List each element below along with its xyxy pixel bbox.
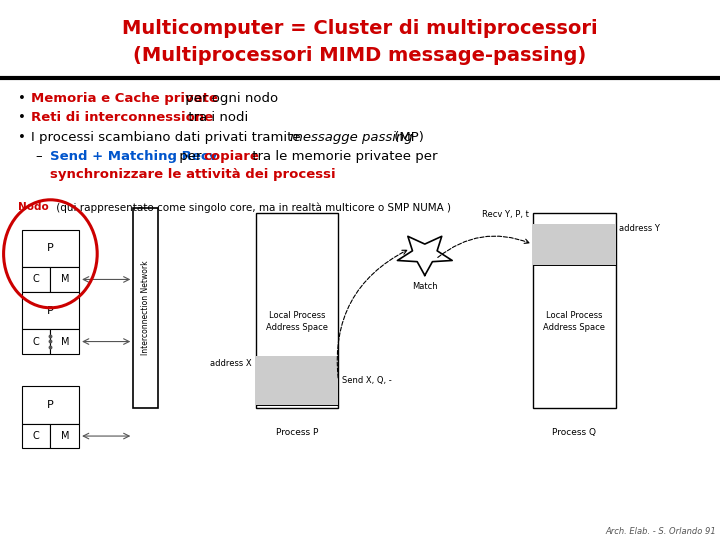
Bar xyxy=(22,329,50,354)
Bar xyxy=(50,267,79,292)
Text: per ogni nodo: per ogni nodo xyxy=(181,92,278,105)
Bar xyxy=(22,230,79,267)
Bar xyxy=(22,424,50,448)
Text: Send X, Q, -: Send X, Q, - xyxy=(342,376,392,385)
FancyArrowPatch shape xyxy=(438,236,529,258)
Text: (qui rappresentato come singolo core, ma in realtà multicore o SMP NUMA ): (qui rappresentato come singolo core, ma… xyxy=(53,202,451,213)
Text: Local Process
Address Space: Local Process Address Space xyxy=(543,311,606,332)
Bar xyxy=(22,267,50,292)
Bar xyxy=(256,356,338,405)
Text: Multicomputer = Cluster di multiprocessori: Multicomputer = Cluster di multiprocesso… xyxy=(122,19,598,38)
Text: P: P xyxy=(47,400,54,410)
Text: •: • xyxy=(18,131,35,144)
Text: M: M xyxy=(60,274,69,285)
Text: address Y: address Y xyxy=(619,224,660,233)
Text: tra i nodi: tra i nodi xyxy=(184,111,248,124)
Bar xyxy=(533,213,616,408)
Text: C: C xyxy=(32,336,40,347)
Text: Reti di interconnessione: Reti di interconnessione xyxy=(31,111,213,124)
Text: M: M xyxy=(60,431,69,441)
Text: (MP): (MP) xyxy=(390,131,423,144)
Text: address X: address X xyxy=(210,359,252,368)
Text: Interconnection Network: Interconnection Network xyxy=(141,260,150,355)
Bar xyxy=(50,329,79,354)
Text: messagge passing: messagge passing xyxy=(290,131,413,144)
Bar xyxy=(50,424,79,448)
Text: C: C xyxy=(32,431,40,441)
Text: Arch. Elab. - S. Orlando 91: Arch. Elab. - S. Orlando 91 xyxy=(606,526,716,536)
Bar xyxy=(533,224,616,265)
Text: •: • xyxy=(18,111,35,124)
Bar xyxy=(22,386,79,424)
Text: C: C xyxy=(32,274,40,285)
Text: –: – xyxy=(36,150,47,163)
Text: M: M xyxy=(60,336,69,347)
Text: Match: Match xyxy=(412,282,438,291)
Bar xyxy=(256,213,338,408)
Text: per: per xyxy=(175,150,206,163)
Text: (Multiprocessori MIMD message-passing): (Multiprocessori MIMD message-passing) xyxy=(133,46,587,65)
Text: Memoria e Cache private: Memoria e Cache private xyxy=(31,92,218,105)
Text: copiare: copiare xyxy=(204,150,260,163)
Text: Nodo: Nodo xyxy=(18,202,49,213)
Text: Send + Matching Recv: Send + Matching Recv xyxy=(50,150,217,163)
Text: Process P: Process P xyxy=(276,428,318,437)
Text: Local Process
Address Space: Local Process Address Space xyxy=(266,311,328,332)
Text: Recv Y, P, t: Recv Y, P, t xyxy=(482,210,529,219)
Text: P: P xyxy=(47,244,54,253)
Text: synchronizzare le attività dei processi: synchronizzare le attività dei processi xyxy=(50,168,336,181)
Bar xyxy=(133,208,158,408)
Text: I processi scambiano dati privati tramite: I processi scambiano dati privati tramit… xyxy=(31,131,305,144)
Bar xyxy=(22,292,79,329)
Text: P: P xyxy=(47,306,54,315)
Text: Process Q: Process Q xyxy=(552,428,596,437)
Text: •: • xyxy=(18,92,35,105)
FancyArrowPatch shape xyxy=(337,250,407,378)
Text: tra le memorie privatee per: tra le memorie privatee per xyxy=(248,150,438,163)
